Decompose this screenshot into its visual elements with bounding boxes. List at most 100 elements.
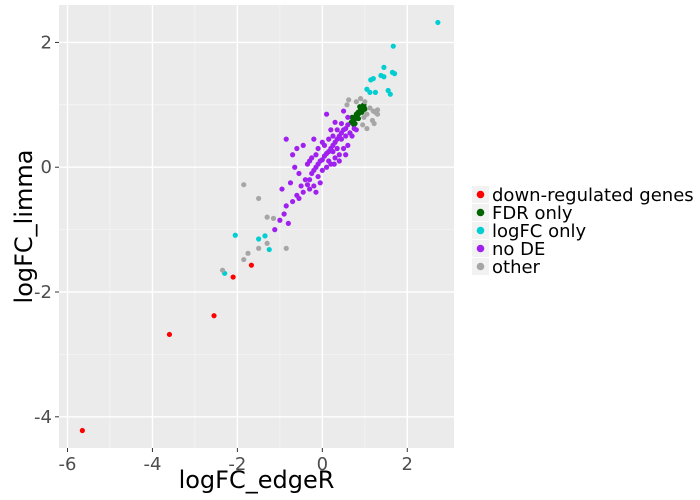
y-tick-label: -4 [34,407,52,428]
x-tick-label: -6 [59,454,77,475]
data-point [241,182,247,188]
data-point [355,115,362,122]
data-point [360,122,366,128]
data-point [79,427,85,434]
data-point [277,217,283,223]
data-point [343,133,349,139]
data-point [311,183,317,189]
data-point [272,227,278,233]
data-point [343,152,349,158]
data-point [381,64,387,70]
data-point [364,86,370,92]
legend-label: down-regulated genes [492,185,694,206]
data-point [319,139,325,145]
data-point [334,127,340,133]
x-tick-label: 0 [317,454,328,475]
data-point [326,158,332,164]
legend-swatch [476,244,485,253]
data-point [332,119,338,125]
data-point [285,220,291,226]
data-point [374,107,381,113]
x-tick-label: -2 [228,454,246,475]
data-point [362,99,368,105]
y-tick-label: 2 [41,32,52,53]
data-point [294,145,300,152]
data-point [326,136,332,142]
minor-gridlines [59,5,454,448]
data-point [211,313,217,319]
data-points [79,19,441,434]
legend-label: logFC only [492,221,587,242]
data-point [345,114,351,120]
data-point [302,177,308,183]
data-point [219,267,226,273]
data-point [241,256,247,263]
data-point [306,177,313,183]
plot-panel [59,5,454,448]
legend-label: other [492,257,541,278]
data-point [387,91,393,97]
data-point [370,76,376,82]
data-point [353,99,359,105]
data-point [378,72,384,79]
data-point [296,170,302,177]
data-point [390,43,396,49]
data-point [360,107,366,114]
data-point [391,71,398,77]
x-axis: -6 -4 -2 0 2 [59,448,413,475]
data-point [270,215,277,221]
data-point [330,149,336,155]
data-point [345,122,351,128]
x-tick-label: 2 [402,454,413,475]
y-axis-title: logFC_limma [10,150,38,304]
data-point [306,186,313,192]
data-point [357,95,364,102]
data-point [279,186,285,192]
data-point [340,145,347,152]
data-point [256,245,262,251]
data-point [336,152,342,158]
data-point [332,155,338,161]
data-point [330,133,336,139]
legend-label: no DE [492,239,545,260]
data-point [292,164,298,170]
data-point [347,130,353,136]
data-point [319,167,325,173]
data-point [304,182,311,188]
data-point [328,127,334,133]
y-tick-label: -2 [34,282,52,303]
data-point [298,183,304,189]
data-point [230,274,236,280]
data-point [349,114,355,120]
legend-swatch [476,208,485,217]
data-point [287,180,294,186]
data-point [300,142,306,148]
data-point [264,240,270,246]
data-point [371,120,377,127]
data-point [245,250,251,256]
data-point [338,120,345,127]
data-point [313,152,319,158]
data-point [334,145,340,152]
data-point [364,125,370,132]
y-tick-label: 0 [41,157,52,178]
data-point [323,111,330,117]
data-point [264,214,270,220]
data-point [367,105,373,111]
data-point [353,127,359,133]
data-point [290,152,296,158]
y-axis: -4 -2 0 2 [34,32,59,428]
data-point [357,104,363,110]
data-point [256,195,262,202]
data-point [364,111,370,117]
data-point [300,189,306,195]
data-point [311,136,317,142]
data-point [290,198,296,205]
data-point [306,158,313,164]
data-point [313,189,319,195]
legend-swatch [476,190,485,199]
data-point [232,232,238,238]
data-point [281,211,287,217]
legend-swatch [476,226,485,235]
